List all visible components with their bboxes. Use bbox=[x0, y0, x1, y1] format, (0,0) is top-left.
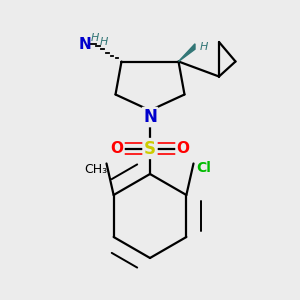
Text: N: N bbox=[143, 108, 157, 126]
Text: S: S bbox=[144, 140, 156, 158]
Text: N: N bbox=[79, 37, 92, 52]
Text: CH₃: CH₃ bbox=[84, 163, 108, 176]
Text: H: H bbox=[90, 33, 99, 43]
Text: O: O bbox=[176, 141, 190, 156]
Text: H: H bbox=[99, 37, 108, 47]
Text: H: H bbox=[200, 41, 208, 52]
Text: Cl: Cl bbox=[196, 161, 211, 175]
Text: O: O bbox=[110, 141, 124, 156]
Polygon shape bbox=[178, 44, 195, 62]
